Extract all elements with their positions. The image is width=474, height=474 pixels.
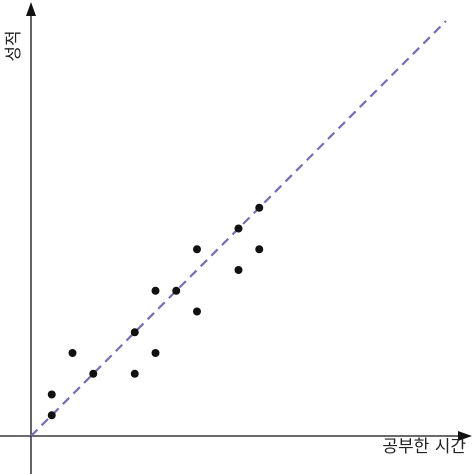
data-point-14 bbox=[255, 245, 264, 254]
data-point-10 bbox=[193, 307, 201, 316]
data-point-15 bbox=[255, 203, 264, 212]
data-points bbox=[47, 203, 264, 420]
y-axis-label: 성적 bbox=[4, 30, 24, 61]
data-point-8 bbox=[151, 286, 160, 295]
data-point-5 bbox=[130, 369, 139, 378]
data-point-13 bbox=[234, 224, 243, 233]
y-axis bbox=[26, 2, 36, 474]
data-point-7 bbox=[151, 349, 160, 357]
data-point-3 bbox=[68, 349, 77, 357]
data-point-11 bbox=[193, 245, 201, 254]
data-point-2 bbox=[47, 390, 56, 399]
data-point-6 bbox=[130, 328, 139, 337]
data-point-9 bbox=[172, 286, 181, 295]
x-axis-label: 공부한 시간 bbox=[382, 437, 466, 457]
x-axis bbox=[0, 431, 472, 441]
data-point-4 bbox=[89, 369, 98, 378]
data-point-1 bbox=[47, 411, 56, 420]
x-axis-arrow bbox=[458, 431, 472, 441]
data-point-12 bbox=[234, 266, 243, 274]
y-axis-arrow bbox=[26, 2, 36, 16]
